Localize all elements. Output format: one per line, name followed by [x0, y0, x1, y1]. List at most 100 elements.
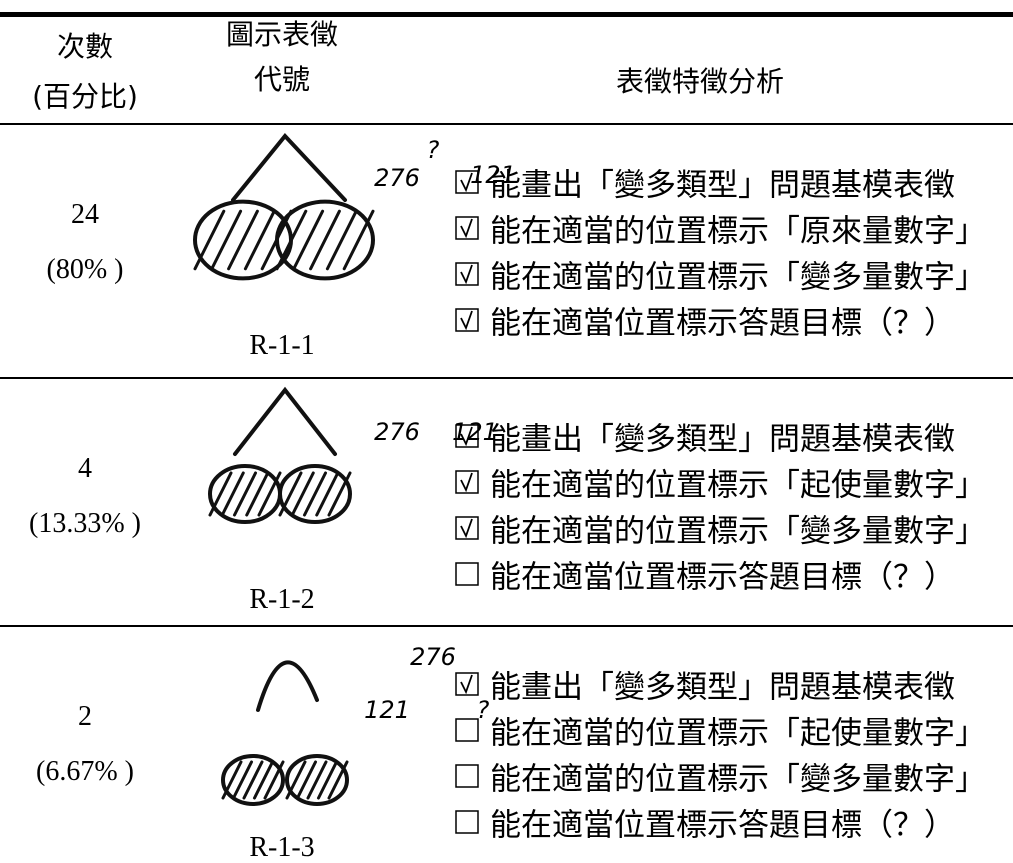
- checkbox: [455, 718, 479, 742]
- checkbox-box: [455, 262, 479, 286]
- header-count-sub: (百分比): [32, 80, 138, 113]
- sketch-hatch: [285, 760, 307, 800]
- sketch-hatch: [220, 471, 245, 517]
- row-rule: [0, 625, 1013, 627]
- checkbox-box: [455, 424, 479, 448]
- sketch-hatch: [221, 760, 243, 800]
- sketch-label: 276: [410, 643, 456, 671]
- sketch-circle: [221, 754, 285, 806]
- sketch-label: 121: [364, 696, 410, 724]
- checkbox-tick: [460, 264, 473, 285]
- sketch-label: 121: [452, 418, 498, 446]
- sketch-hatch: [327, 760, 349, 800]
- checkbox-tick: [460, 472, 473, 493]
- sketch-hatch: [242, 760, 264, 800]
- sketch-roof: [256, 660, 319, 712]
- header-code: 圖示表徵: [225, 18, 339, 51]
- percent: (6.67% ): [36, 756, 134, 787]
- sketch-label: 276: [374, 418, 420, 446]
- header-code-sub: 代號: [253, 63, 311, 96]
- header-analysis: 表徵特徵分析: [615, 65, 785, 98]
- analysis-item: 能在適當的位置標示「變多量數字」: [490, 513, 986, 550]
- percent: (80% ): [46, 254, 124, 285]
- analysis-item: 能在適當的位置標示「起使量數字」: [490, 715, 986, 752]
- sketch-hatch: [275, 209, 308, 271]
- sketch-hatch: [327, 471, 352, 517]
- analysis-item: 能在適當的位置標示「變多量數字」: [490, 761, 986, 798]
- checkbox-box: [455, 562, 479, 586]
- sketch-roof: [231, 132, 347, 202]
- checkbox-box: [455, 672, 479, 696]
- checkbox-box: [455, 308, 479, 332]
- checkbox-box: [455, 170, 479, 194]
- code: R-1-2: [249, 584, 315, 615]
- checkbox: [455, 810, 479, 834]
- checkbox-tick: [460, 218, 473, 239]
- checkbox-box: [455, 810, 479, 834]
- row-rule: [0, 377, 1013, 379]
- analysis-item: 能在適當的位置標示「起使量數字」: [490, 467, 986, 504]
- checkbox-box: [455, 216, 479, 240]
- sketch-circle: [278, 464, 352, 524]
- checkbox-tick: [460, 310, 473, 331]
- sketch-hatch: [306, 760, 328, 800]
- sketch-hatch: [233, 471, 257, 517]
- sketch-hatch: [257, 471, 282, 517]
- count: 4: [78, 453, 92, 484]
- checkbox-box: [455, 764, 479, 788]
- checkbox-tick: [460, 426, 473, 447]
- sketch-circle: [285, 754, 349, 806]
- count: 2: [78, 701, 92, 732]
- analysis-item: 能畫出「變多類型」問題基模表徵: [490, 669, 955, 706]
- sketch-label: ?: [477, 696, 490, 724]
- header-count: 次數: [56, 30, 114, 63]
- sketch-hatch: [292, 209, 325, 271]
- checkbox: [455, 424, 479, 448]
- header-rule: [0, 123, 1013, 125]
- sketch-roof: [233, 386, 337, 456]
- sketch-hatch: [325, 209, 358, 271]
- checkbox: [455, 170, 479, 194]
- sketch-hatch: [232, 760, 253, 800]
- sketch-hatch: [263, 760, 285, 800]
- sketch-hatch: [245, 471, 270, 517]
- checkbox: [455, 764, 479, 788]
- checkbox: [455, 672, 479, 696]
- sketch-hatch: [210, 209, 243, 271]
- checkbox-box: [455, 718, 479, 742]
- sketch-label: 276: [374, 164, 420, 192]
- code: R-1-3: [249, 832, 315, 863]
- count: 24: [71, 199, 99, 230]
- sketch-label: ?: [427, 136, 440, 164]
- sketch-hatch: [278, 471, 303, 517]
- sketch-hatch: [253, 760, 274, 800]
- sketch-hatch: [290, 471, 315, 517]
- analysis-item: 能在適當位置標示答題目標（？）: [490, 807, 955, 844]
- analysis-item: 能在適當的位置標示「變多量數字」: [490, 259, 986, 296]
- sketch-hatch: [303, 471, 327, 517]
- sketch-hatch: [342, 209, 375, 271]
- checkbox-box: [455, 516, 479, 540]
- code: R-1-1: [249, 330, 315, 361]
- analysis-item: 能畫出「變多類型」問題基模表徵: [490, 421, 955, 458]
- top-rule: [0, 12, 1013, 17]
- checkbox: [455, 516, 479, 540]
- sketch: 276 121: [208, 386, 498, 524]
- checkbox: [455, 216, 479, 240]
- sketch-hatch: [296, 760, 317, 800]
- analysis-item: 能在適當位置標示答題目標（？）: [490, 559, 955, 596]
- sketch: ?276 121: [193, 132, 516, 281]
- analysis-item: 能在適當的位置標示「原來量數字」: [490, 213, 986, 250]
- sketch-hatch: [227, 209, 259, 271]
- checkbox: [455, 562, 479, 586]
- sketch-hatch: [243, 209, 276, 271]
- checkbox-tick: [460, 172, 473, 193]
- analysis-item: 能在適當位置標示答題目標（？）: [490, 305, 955, 342]
- checkbox-tick: [460, 674, 473, 695]
- sketch-hatch: [208, 471, 233, 517]
- checkbox-tick: [460, 518, 473, 539]
- checkbox: [455, 470, 479, 494]
- sketch-hatch: [317, 760, 338, 800]
